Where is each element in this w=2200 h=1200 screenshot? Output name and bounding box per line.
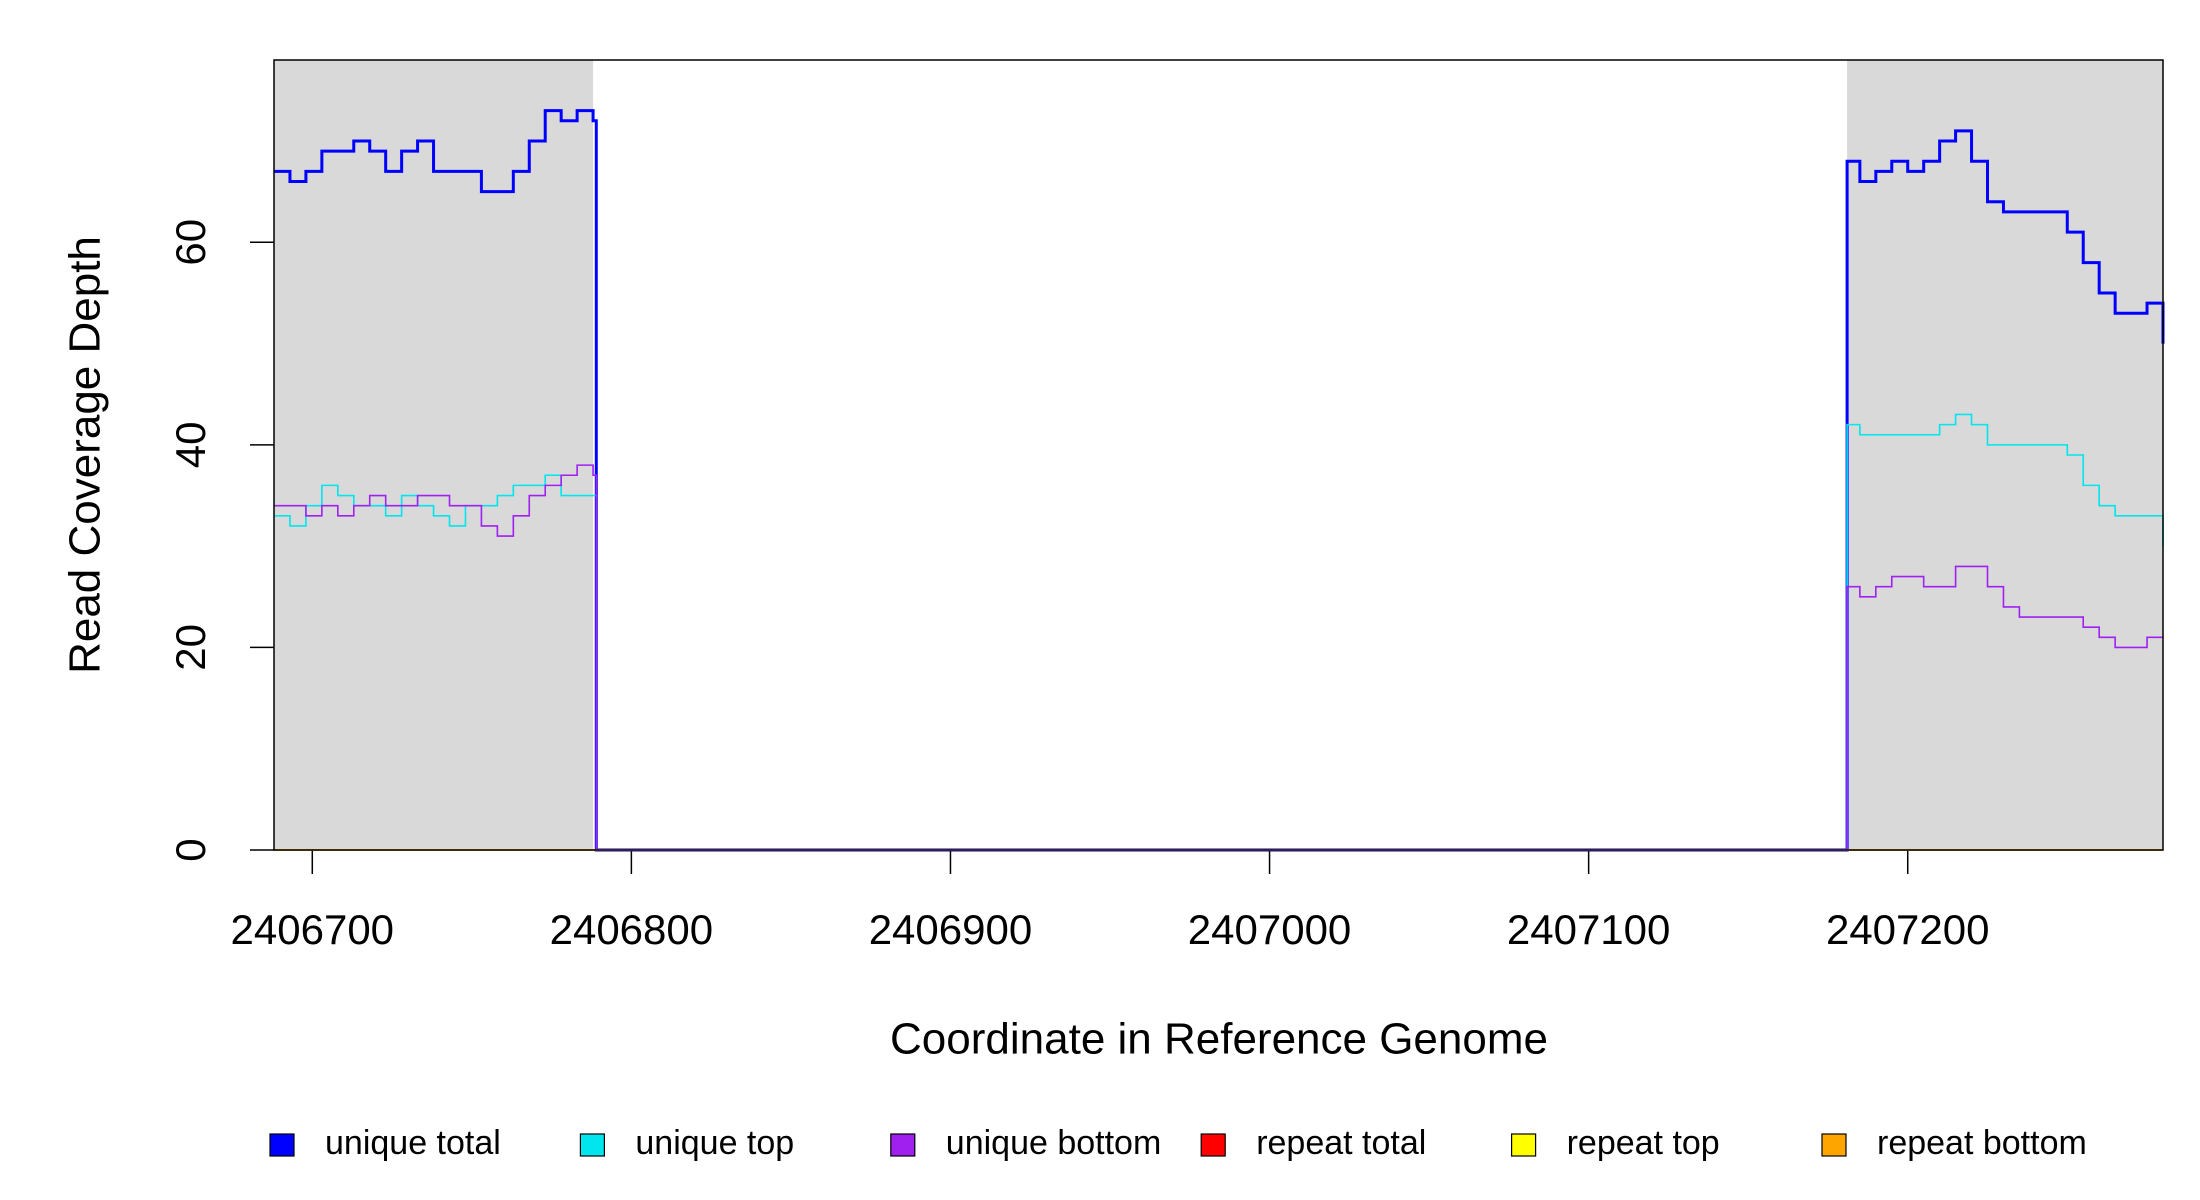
shaded-region	[1847, 60, 2163, 850]
plot-frame	[273, 59, 2164, 851]
x-tick-label: 2407100	[1507, 906, 1671, 953]
legend-label: unique total	[325, 1124, 501, 1162]
x-tick-label: 2406900	[869, 906, 1033, 953]
y-tick-label: 0	[167, 838, 214, 861]
legend-swatch	[579, 1133, 606, 1157]
legend-swatch	[1821, 1133, 1847, 1157]
y-tick-label: 20	[167, 624, 214, 671]
shaded-region	[274, 60, 594, 850]
x-tick-label: 2406800	[550, 906, 714, 953]
legend-label: repeat top	[1567, 1124, 1720, 1162]
y-axis-title: Read Coverage Depth	[61, 236, 110, 674]
series-line	[274, 464, 2163, 851]
series-line	[274, 413, 2164, 851]
x-tick-label: 2407000	[1188, 906, 1352, 953]
legend-swatch	[1200, 1133, 1226, 1157]
legend-swatch	[890, 1133, 916, 1157]
legend-label: repeat total	[1256, 1124, 1426, 1162]
x-tick-label: 2406700	[231, 906, 395, 953]
x-axis-title: Coordinate in Reference Genome	[890, 1015, 1548, 1064]
legend-swatch	[1510, 1133, 1537, 1157]
legend-label: unique bottom	[946, 1124, 1162, 1162]
legend-label: repeat bottom	[1877, 1124, 2087, 1162]
legend-swatch	[269, 1133, 295, 1157]
y-tick-label: 60	[167, 219, 214, 266]
x-tick-label: 2407200	[1826, 906, 1990, 953]
y-tick-label: 40	[167, 422, 214, 469]
legend-label: unique top	[635, 1124, 794, 1162]
